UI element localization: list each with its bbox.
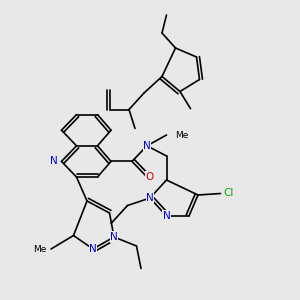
Text: N: N: [89, 244, 97, 254]
Text: N: N: [143, 141, 151, 151]
Text: Me: Me: [175, 130, 188, 140]
Text: N: N: [110, 232, 118, 242]
Text: O: O: [145, 172, 154, 182]
Text: N: N: [163, 211, 170, 221]
Text: Cl: Cl: [224, 188, 234, 199]
Text: Me: Me: [33, 244, 46, 253]
Text: N: N: [50, 156, 58, 167]
Text: N: N: [146, 193, 154, 203]
